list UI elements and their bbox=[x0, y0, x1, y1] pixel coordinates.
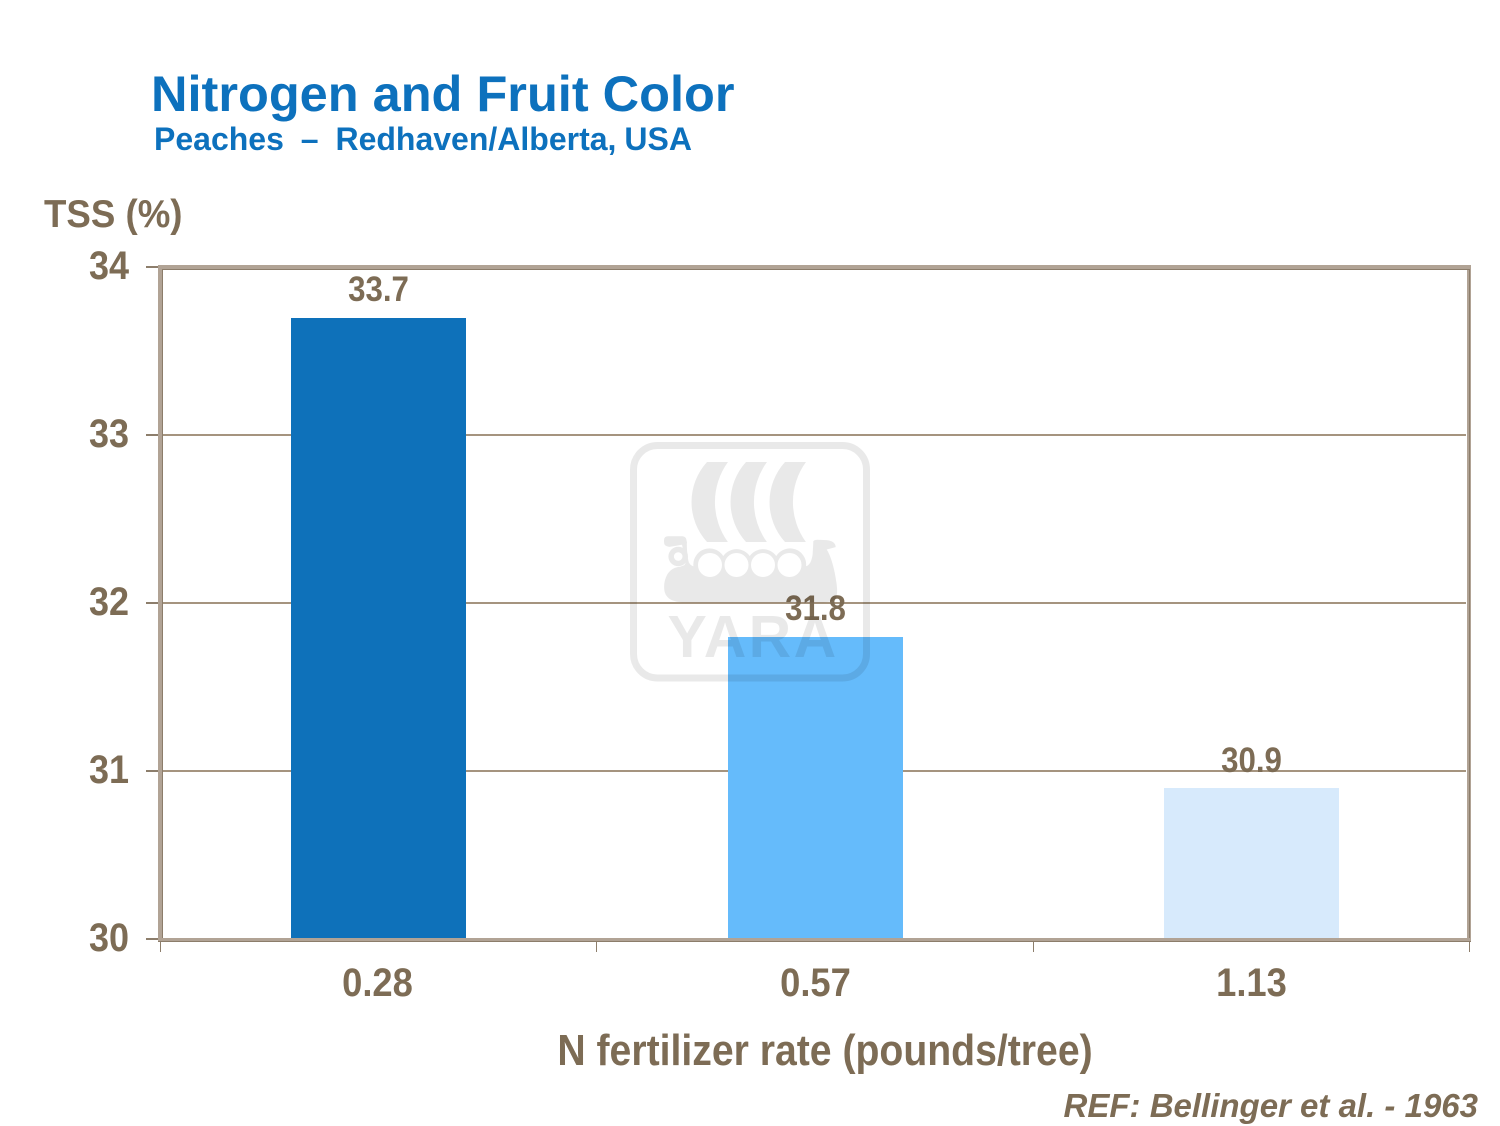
svg-text:YARA: YARA bbox=[668, 604, 839, 670]
